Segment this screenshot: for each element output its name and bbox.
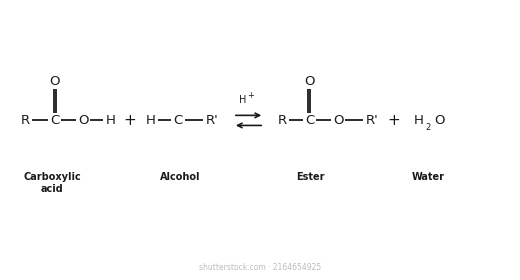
Text: R': R' bbox=[206, 114, 219, 127]
Text: Alcohol: Alcohol bbox=[160, 172, 201, 183]
Text: H: H bbox=[146, 114, 155, 127]
Text: R': R' bbox=[366, 114, 379, 127]
Text: O: O bbox=[333, 114, 343, 127]
Text: Carboxylic
acid: Carboxylic acid bbox=[23, 172, 81, 194]
Text: R: R bbox=[277, 114, 287, 127]
Text: O: O bbox=[78, 114, 88, 127]
Text: R: R bbox=[20, 114, 30, 127]
Text: 2: 2 bbox=[426, 123, 431, 132]
Text: shutterstock.com · 2164654925: shutterstock.com · 2164654925 bbox=[199, 263, 321, 272]
Text: C: C bbox=[173, 114, 183, 127]
Text: Water: Water bbox=[411, 172, 445, 183]
Text: O: O bbox=[304, 75, 315, 88]
Text: O: O bbox=[435, 114, 445, 127]
Text: C: C bbox=[305, 114, 314, 127]
Text: +: + bbox=[247, 91, 254, 100]
Text: H: H bbox=[413, 114, 423, 127]
Text: C: C bbox=[50, 114, 59, 127]
Text: H: H bbox=[239, 95, 246, 105]
Text: +: + bbox=[388, 113, 400, 128]
Text: Ester: Ester bbox=[296, 172, 324, 183]
Text: +: + bbox=[124, 113, 136, 128]
Text: H: H bbox=[106, 114, 115, 127]
Text: O: O bbox=[49, 75, 60, 88]
